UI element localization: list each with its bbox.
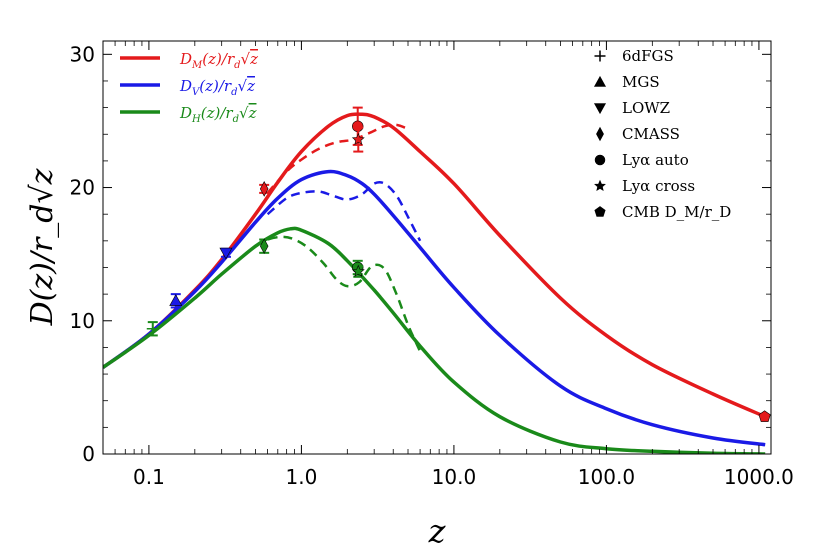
data-point-2 [219,247,233,260]
data-point-8 [351,264,365,278]
legend-marker-entry-3: CMASS [596,125,680,143]
plot-frame [102,40,772,455]
x-tick-label-0: 0.1 [133,465,165,489]
y-tick-label-1: 10 [70,309,95,333]
legend-line-label-2: DH(z)/rd√z [179,104,257,125]
legend-marker-entry-2: LOWZ [593,99,670,117]
data-point-9 [758,410,771,422]
legend-line-entry-2: DH(z)/rd√z [120,104,257,125]
data-point-4 [259,238,270,254]
series-line-5 [254,235,422,352]
y-tick-label-3: 30 [70,42,95,66]
legend-line-label-0: DM(z)/rd√z [179,50,258,71]
legend-line-label-1: DV(z)/rd√z [179,77,255,98]
data-point-3 [259,181,270,197]
points-layer [146,106,771,422]
x-axis-title-text: z [428,512,447,550]
y-axis-title-text: D(z)/r_d√z [25,168,60,326]
legend-marker-label-3: CMASS [622,125,680,143]
series-line-3 [266,123,409,194]
legend-marker-label-5: Lyα cross [622,177,695,195]
legend-marker-label-1: MGS [622,73,660,91]
x-tick-label-1: 1.0 [286,465,318,489]
legend-marker-entry-1: MGS [593,73,660,91]
x-tick-label-4: 1000.0 [724,465,794,489]
data-point-7 [351,126,365,153]
y-tick-label-0: 0 [82,442,95,466]
legend-marker-entry-5: Lyα cross [594,177,695,195]
legend-lines: DM(z)/rd√z DV(z)/rd√z DH(z)/rd√z [120,50,258,125]
legend-marker-label-6: CMB D_M/r_D [622,203,731,221]
legend-marker-label-0: 6dFGS [622,47,674,65]
legend-markers: 6dFGS MGS LOWZ CMASS Lyα auto Lyα cross CMB D_… [593,47,731,221]
legend-marker-label-2: LOWZ [622,99,670,117]
y-tick-label-2: 20 [70,176,95,200]
series-line-4 [266,180,422,242]
ticks-layer: 0.1 1.0 10.0 100.0 1000.0 0 10 20 30 [70,41,794,489]
data-point-1 [169,293,183,309]
legend-marker-entry-0: 6dFGS [594,47,674,65]
legend-marker-entry-4: Lyα auto [594,151,689,169]
legend-line-entry-0: DM(z)/rd√z [120,50,258,71]
legend-marker-entry-6: CMB D_M/r_D [594,203,731,221]
plot-background [103,41,771,454]
legend-line-entry-1: DV(z)/rd√z [120,77,255,98]
x-axis-title: z [428,512,447,550]
legend-marker-label-4: Lyα auto [622,151,689,169]
x-tick-label-2: 10.0 [432,465,477,489]
x-tick-label-3: 100.0 [578,465,635,489]
data-point-0 [146,321,159,337]
y-axis-title: D(z)/r_d√z [25,168,60,326]
